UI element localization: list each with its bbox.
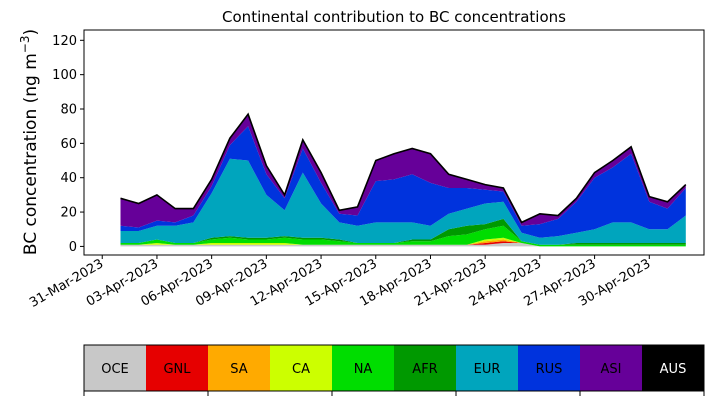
legend-label-asi: ASI [601,362,622,377]
total-line [120,112,687,224]
legend-swatch-na [332,345,394,391]
y-tick-label: 40 [60,171,77,186]
legend-label-ca: CA [292,362,310,377]
legend-label-eur: EUR [474,362,501,377]
legend-swatch-oce [84,345,146,391]
legend-swatch-rus [518,345,580,391]
area-eur [120,158,686,245]
legend-swatch-gnl [146,345,208,391]
chart-title: Continental contribution to BC concentra… [222,8,566,26]
legend-label-afr: AFR [412,362,437,377]
legend-swatch-aus [642,345,704,391]
plot-frame [83,29,705,256]
y-axis-label: BC concentration (ng m−3) [18,29,41,255]
area-rus [120,126,686,238]
legend-label-rus: RUS [536,362,563,377]
y-axis-label-close: ) [21,29,41,36]
legend: OCE GNL SA CA NA AFR EUR RUS ASI AUS [83,344,705,396]
y-tick-label: 60 [60,137,77,152]
y-axis: 0 20 40 60 80 100 120 [52,34,84,255]
area-asi [120,114,686,228]
area-ca [120,237,686,247]
area-afr [120,218,686,245]
y-tick-label: 0 [69,240,77,255]
legend-label-na: NA [354,362,373,377]
y-tick-label: 20 [60,206,77,221]
y-tick-label: 80 [60,103,77,118]
legend-label-oce: OCE [101,362,129,377]
stacked-areas [120,114,686,247]
legend-frame [83,344,705,392]
legend-label-aus: AUS [660,362,687,377]
legend-swatch-ca [270,345,332,391]
legend-swatch-eur [456,345,518,391]
y-axis-label-text: BC concentration (ng m [21,53,41,255]
legend-label-gnl: GNL [163,362,191,377]
plot-area [83,29,705,256]
legend-swatch-asi [580,345,642,391]
x-axis: 31-Mar-202303-Apr-202306-Apr-202309-Apr-… [27,255,653,311]
legend-label-sa: SA [230,362,247,377]
y-axis-label-exponent: −3 [18,35,32,53]
legend-swatch-sa [208,345,270,391]
area-na [120,225,686,247]
y-tick-label: 100 [52,68,77,83]
y-tick-label: 120 [52,34,77,49]
legend-swatch-afr [394,345,456,391]
